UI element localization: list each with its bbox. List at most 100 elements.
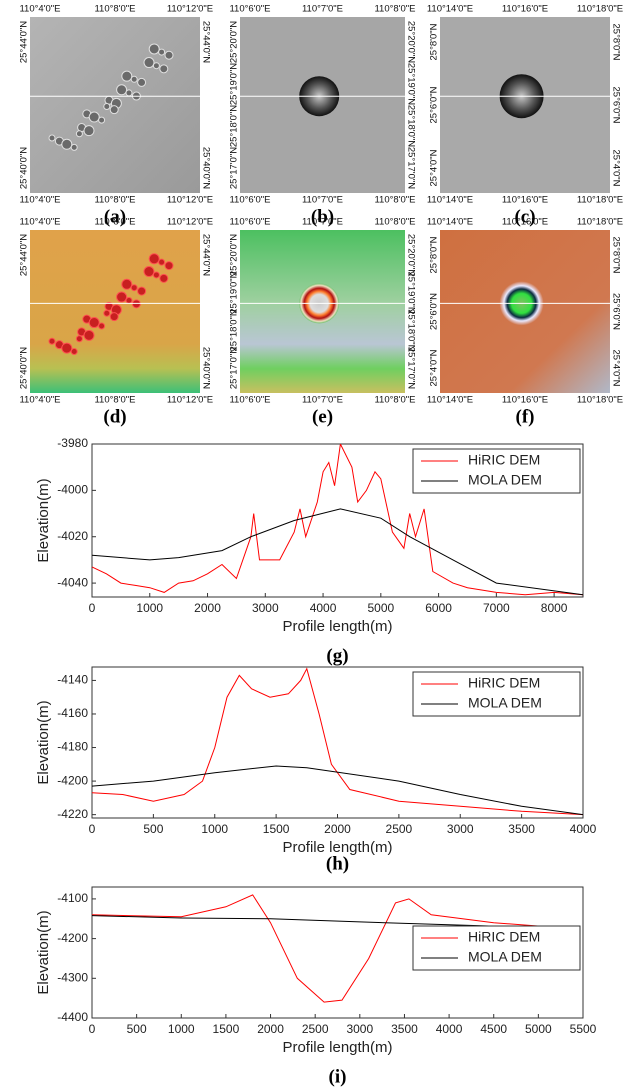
coord-label: 25°44'0"N — [200, 21, 211, 63]
coord-label: 110°8'0"E — [94, 195, 135, 206]
pit — [148, 253, 160, 265]
coord-label: 110°12'0"E — [167, 195, 213, 206]
x-tick-label: 1500 — [213, 1022, 240, 1036]
pit — [98, 322, 106, 330]
pit — [158, 258, 166, 266]
x-tick-label: 8000 — [541, 601, 568, 615]
coord-label: 110°16'0"E — [502, 195, 548, 206]
pit — [116, 84, 128, 96]
coord-label: 25°19'0"N — [405, 63, 416, 105]
chart-caption: (h) — [326, 853, 349, 874]
coord-label: 25°17'0"N — [229, 347, 240, 389]
pit — [164, 50, 174, 60]
coord-label: 25°19'0"N — [405, 272, 416, 314]
coord-label: 110°8'0"E — [374, 4, 415, 15]
x-tick-label: 3000 — [346, 1022, 373, 1036]
y-tick-label: -4160 — [57, 706, 88, 720]
coord-label: 110°8'0"E — [94, 217, 135, 228]
coord-label: 110°7'0"E — [302, 217, 343, 228]
coord-label: 110°8'0"E — [94, 4, 135, 15]
legend-box — [412, 671, 581, 717]
coord-label: 110°8'0"E — [94, 395, 135, 406]
coord-label: 110°7'0"E — [302, 195, 343, 206]
panel-caption: (b) — [311, 206, 334, 227]
coord-label: 25°40'0"N — [200, 347, 211, 389]
panel-caption: (f) — [516, 406, 535, 427]
panel-caption: (c) — [514, 206, 535, 227]
coord-label: 25°17'0"N — [405, 147, 416, 189]
coord-label: 110°6'0"E — [229, 4, 270, 15]
pit — [88, 317, 100, 329]
legend-label: HiRIC DEM — [468, 929, 540, 945]
y-tick-label: -4000 — [57, 483, 88, 497]
coord-label: 110°12'0"E — [167, 217, 213, 228]
coord-label: 110°4'0"E — [19, 195, 60, 206]
data-line — [92, 667, 583, 816]
coord-label: 110°7'0"E — [302, 395, 343, 406]
coord-label: 110°8'0"E — [374, 195, 415, 206]
x-tick-label: 1000 — [201, 822, 228, 836]
coord-label: 25°44'0"N — [19, 21, 30, 63]
coord-label: 110°18'0"E — [577, 195, 623, 206]
pit — [121, 70, 133, 82]
pit — [109, 105, 119, 115]
y-tick-label: -4180 — [57, 740, 88, 754]
x-tick-label: 0 — [89, 1022, 96, 1036]
pit — [159, 273, 169, 283]
chart-caption: (i) — [329, 1066, 347, 1087]
x-tick-label: 4000 — [436, 1022, 463, 1036]
x-tick-label: 1500 — [263, 822, 290, 836]
coord-label: 110°4'0"E — [19, 395, 60, 406]
chart-caption: (g) — [326, 645, 348, 666]
coord-label: 110°14'0"E — [427, 195, 473, 206]
x-tick-label: 2000 — [194, 601, 221, 615]
pit — [131, 299, 141, 309]
y-axis-label: Elevation(m) — [35, 700, 52, 784]
coord-label: 25°6'0"N — [610, 87, 621, 124]
x-tick-label: 3000 — [447, 822, 474, 836]
coord-label: 110°14'0"E — [427, 4, 473, 15]
pit — [70, 347, 78, 355]
legend-label: HiRIC DEM — [468, 452, 540, 468]
legend-label: MOLA DEM — [468, 695, 542, 711]
pit — [121, 278, 133, 290]
coord-label: 110°6'0"E — [229, 195, 270, 206]
y-tick-label: -4220 — [57, 807, 88, 821]
coord-label: 25°8'0"N — [610, 24, 621, 61]
x-tick-label: 0 — [89, 822, 96, 836]
coord-label: 25°4'0"N — [429, 149, 440, 186]
coord-label: 110°18'0"E — [577, 4, 623, 15]
pit — [98, 116, 106, 124]
pit — [103, 309, 111, 317]
coord-label: 25°8'0"N — [429, 236, 440, 273]
pit — [143, 266, 155, 278]
pit — [88, 111, 100, 123]
y-tick-label: -4200 — [57, 773, 88, 787]
coord-label: 110°8'0"E — [374, 395, 415, 406]
pit — [158, 48, 166, 56]
pit — [152, 271, 160, 279]
panel-caption: (e) — [312, 406, 333, 427]
x-tick-label: 4500 — [480, 1022, 507, 1036]
coord-label: 25°8'0"N — [429, 23, 440, 60]
coord-label: 25°20'0"N — [405, 234, 416, 276]
x-tick-label: 500 — [143, 822, 163, 836]
coord-label: 110°6'0"E — [229, 395, 270, 406]
data-line — [92, 894, 575, 1003]
legend-label: MOLA DEM — [468, 472, 542, 488]
y-tick-label: -4200 — [57, 931, 88, 945]
x-tick-label: 3500 — [391, 1022, 418, 1036]
coord-label: 25°17'0"N — [405, 347, 416, 389]
pit — [143, 57, 155, 69]
coord-label: 25°20'0"N — [229, 21, 240, 63]
data-line — [92, 508, 583, 596]
pit — [61, 138, 73, 150]
x-tick-label: 1000 — [168, 1022, 195, 1036]
y-tick-label: -4400 — [57, 1010, 88, 1024]
panel-caption: (d) — [103, 406, 126, 427]
coord-label: 25°20'0"N — [229, 234, 240, 276]
legend-box — [412, 448, 581, 494]
pit — [137, 77, 147, 87]
coord-label: 110°16'0"E — [502, 395, 548, 406]
coord-label: 110°6'0"E — [229, 217, 270, 228]
